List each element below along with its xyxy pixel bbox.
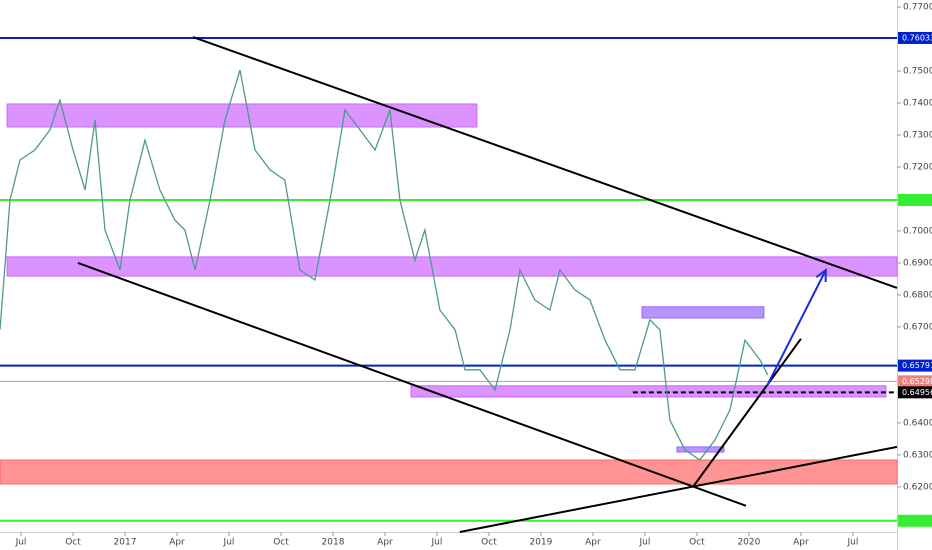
price-line xyxy=(0,69,769,461)
x-tick-label: Apr xyxy=(377,538,393,548)
trend-line xyxy=(192,36,898,289)
zone xyxy=(6,256,898,277)
zone xyxy=(676,446,725,453)
level-label: 0.65298 xyxy=(902,377,932,386)
zone xyxy=(0,459,898,485)
level-tag xyxy=(898,193,932,206)
x-tick-label: Apr xyxy=(169,538,185,548)
x-tick-label: Oct xyxy=(65,538,81,548)
x-tick-label: Jul xyxy=(15,538,27,548)
level-tag xyxy=(898,375,932,388)
x-tick-label: 2019 xyxy=(529,538,552,548)
x-tick-label: Jul xyxy=(846,538,858,548)
price-axis-bg xyxy=(898,0,932,550)
x-tick-label: 2020 xyxy=(737,538,760,548)
x-tick-label: Jul xyxy=(431,538,443,548)
level-tag xyxy=(898,31,932,44)
x-tick-label: Oct xyxy=(481,538,497,548)
level-label: 0.76033 xyxy=(902,33,932,42)
x-tick-label: 2018 xyxy=(322,538,345,548)
zone xyxy=(6,103,478,128)
x-tick-label: Apr xyxy=(585,538,601,548)
time-axis-bg xyxy=(0,533,897,550)
level-label: 0.65791 xyxy=(902,361,932,370)
zone xyxy=(641,306,765,319)
level-tag xyxy=(898,514,932,527)
trend-line xyxy=(766,269,827,387)
trend-line xyxy=(459,445,898,533)
x-tick-label: Oct xyxy=(689,538,705,548)
x-tick-label: Oct xyxy=(273,538,289,548)
x-tick-label: Jul xyxy=(223,538,235,548)
level-label: 0.64956 xyxy=(902,388,932,397)
trend-line xyxy=(692,338,802,488)
x-tick-label: 2017 xyxy=(114,538,137,548)
zone xyxy=(410,385,887,398)
level-tag xyxy=(898,359,932,372)
x-tick-label: Apr xyxy=(793,538,809,548)
x-tick-label: Jul xyxy=(639,538,651,548)
level-tag xyxy=(898,386,932,399)
arrow-head xyxy=(815,267,827,283)
trend-line xyxy=(77,262,747,507)
